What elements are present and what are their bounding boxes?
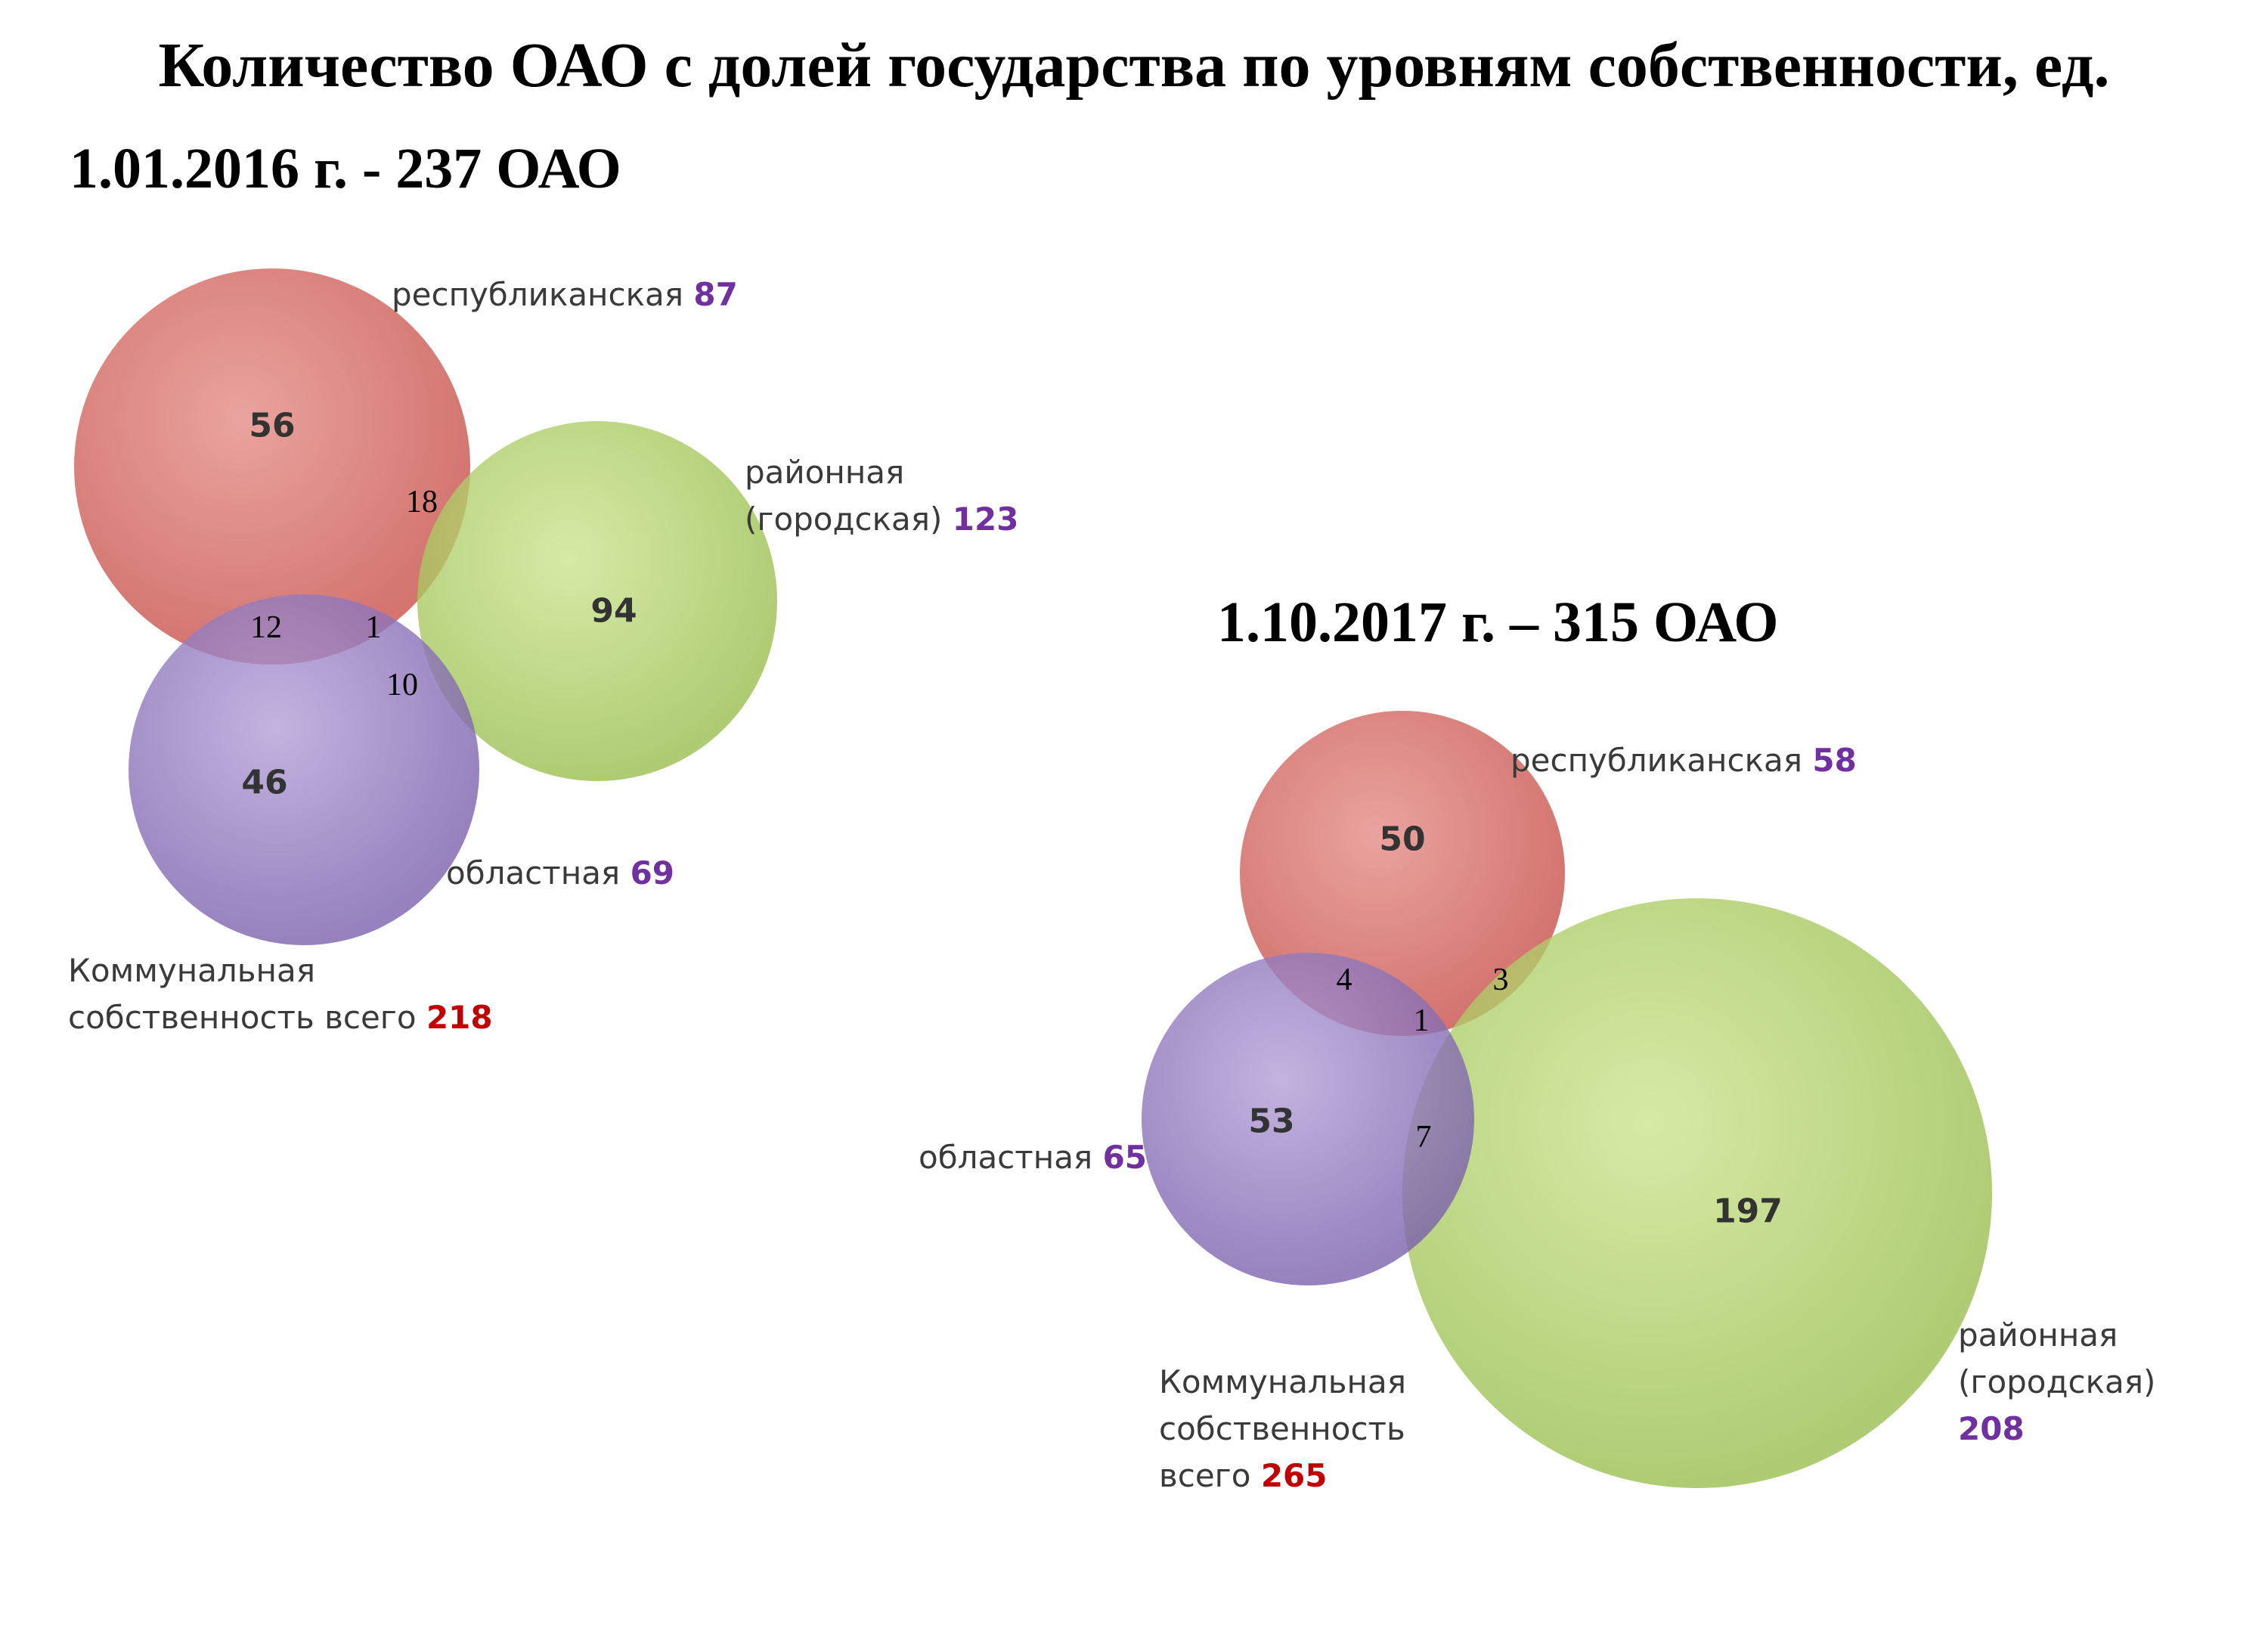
region-district-only-2017: 197 bbox=[1713, 1192, 1783, 1231]
total-communal-2016: 218 bbox=[426, 999, 493, 1036]
region-district-regional-2017: 7 bbox=[1415, 1120, 1432, 1155]
total-regional-2016: 69 bbox=[630, 854, 675, 891]
region-all-three-2017: 1 bbox=[1413, 1003, 1430, 1038]
label-district-2017: районная (городская) 208 bbox=[1958, 1312, 2155, 1453]
label-communal-2017: Коммунальная собственность всего 265 bbox=[1159, 1363, 1406, 1494]
label-republican-2016: республиканская 87 bbox=[392, 276, 738, 313]
label-regional-2017: областная 65 bbox=[919, 1139, 1148, 1176]
label-communal-2016: Коммунальная собственность всего 218 bbox=[68, 952, 493, 1036]
heading-2017: 1.10.2017 г. – 315 ОАО bbox=[1217, 591, 1779, 654]
region-republican-regional-2017: 4 bbox=[1336, 963, 1352, 997]
regional-circle-2016 bbox=[129, 594, 479, 945]
region-regional-only-2017: 53 bbox=[1248, 1102, 1295, 1141]
region-republican-regional-2016: 12 bbox=[250, 610, 282, 645]
heading-2016: 1.01.2016 г. - 237 ОАО bbox=[70, 137, 621, 200]
region-all-three-2016: 1 bbox=[365, 610, 382, 645]
region-republican-only-2016: 56 bbox=[249, 406, 296, 445]
regional-circle-2017 bbox=[1142, 953, 1474, 1285]
region-district-only-2016: 94 bbox=[590, 591, 637, 631]
region-republican-only-2017: 50 bbox=[1379, 820, 1426, 859]
region-regional-only-2016: 46 bbox=[241, 763, 288, 802]
region-district-regional-2016: 10 bbox=[386, 668, 418, 702]
total-district-2017: 208 bbox=[1958, 1410, 2025, 1447]
total-communal-2017: 265 bbox=[1260, 1457, 1328, 1494]
district-circle-2016 bbox=[417, 421, 777, 781]
label-district-2016: районная (городская) 123 bbox=[745, 454, 1019, 538]
label-republican-2017: республиканская 58 bbox=[1510, 742, 1857, 779]
region-republican-district-2016: 18 bbox=[406, 485, 438, 519]
republican-circle-2016 bbox=[74, 268, 470, 665]
total-regional-2017: 65 bbox=[1102, 1139, 1148, 1176]
total-district-2016: 123 bbox=[952, 501, 1019, 538]
page-title: Количество ОАО с долей государства по ур… bbox=[158, 30, 2110, 101]
district-circle-2017 bbox=[1402, 898, 1992, 1488]
total-republican-2017: 58 bbox=[1812, 742, 1857, 779]
total-republican-2016: 87 bbox=[693, 276, 738, 313]
label-regional-2016: областная 69 bbox=[446, 854, 675, 891]
region-republican-district-2017: 3 bbox=[1492, 963, 1509, 997]
